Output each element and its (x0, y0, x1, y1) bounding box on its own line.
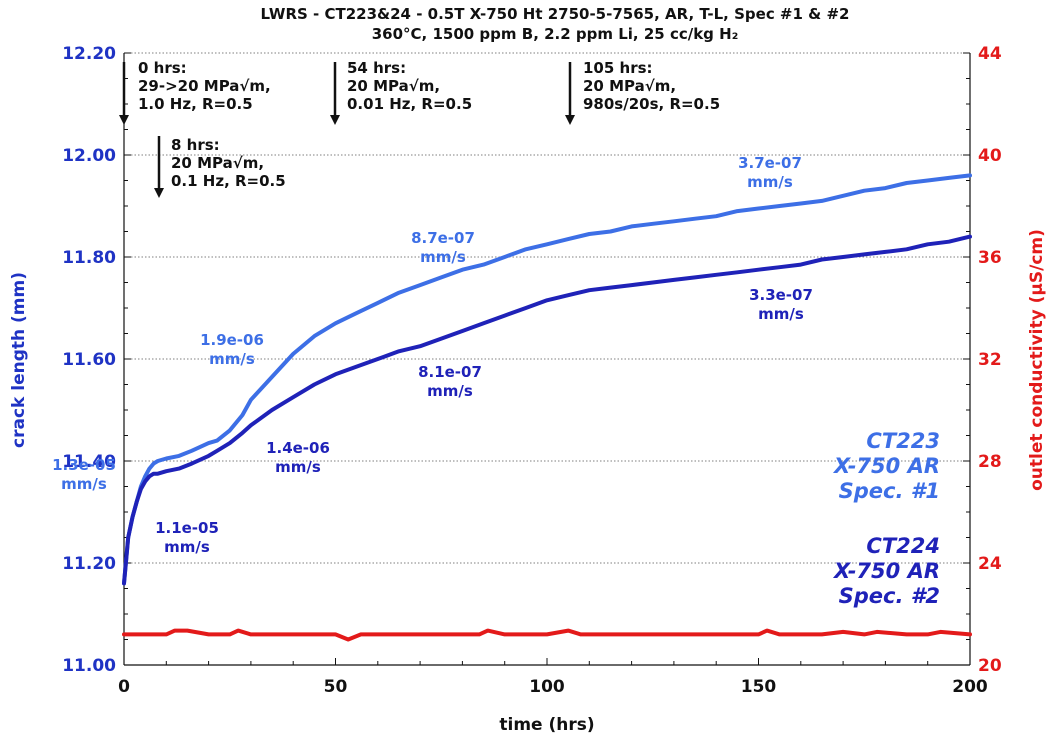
event-annotation-text: 20 MPa√m, (583, 77, 676, 95)
x-axis-title: time (hrs) (499, 715, 594, 735)
y2-tick-label: 28 (978, 452, 1002, 472)
x-tick-label: 0 (118, 677, 130, 697)
y-tick-label: 11.00 (62, 656, 116, 676)
event-annotations: 0 hrs:29->20 MPa√m,1.0 Hz, R=0.58 hrs:20… (119, 59, 720, 198)
event-annotation-text: 0.1 Hz, R=0.5 (171, 172, 286, 190)
rate-label: 8.7e-07 (411, 229, 475, 247)
x-tick-label: 100 (529, 677, 565, 697)
event-arrow-head (330, 115, 340, 125)
specimen-label: CT224 (866, 534, 940, 558)
y2-tick-label: 44 (978, 44, 1002, 64)
rate-label: mm/s (209, 350, 255, 368)
y2-tick-label: 20 (978, 656, 1002, 676)
specimen-label: X-750 AR (832, 454, 940, 478)
x-tick-label: 200 (952, 677, 988, 697)
series-line (122, 234, 972, 586)
rate-labels: 1.3e-05mm/s1.9e-06mm/s8.7e-07mm/s3.7e-07… (52, 154, 813, 556)
rate-label: mm/s (61, 475, 107, 493)
y2-tick-label: 24 (978, 554, 1002, 574)
rate-label: 1.9e-06 (200, 331, 264, 349)
rate-label: mm/s (275, 458, 321, 476)
specimen-label: Spec. #2 (839, 584, 940, 608)
event-arrow-head (565, 115, 575, 125)
event-annotation-text: 29->20 MPa√m, (138, 77, 271, 95)
event-annotation-text: 8 hrs: (171, 136, 220, 154)
specimen-label: X-750 AR (832, 559, 940, 583)
rate-label: 8.1e-07 (418, 363, 482, 381)
y2-tick-label: 36 (978, 248, 1002, 268)
y-axis-title: crack length (mm) (9, 272, 29, 448)
y2-tick-label: 40 (978, 146, 1002, 166)
x-tick-label: 50 (324, 677, 348, 697)
event-annotation-text: 1.0 Hz, R=0.5 (138, 95, 253, 113)
y2-axis-title: outlet conductivity (μS/cm) (1027, 229, 1047, 491)
chart-title: LWRS - CT223&24 - 0.5T X-750 Ht 2750-5-7… (261, 5, 850, 23)
y-tick-label: 12.00 (62, 146, 116, 166)
specimen-label: CT223 (866, 429, 940, 453)
x-tick-label: 150 (741, 677, 777, 697)
y-tick-label: 11.60 (62, 350, 116, 370)
rate-label: mm/s (747, 173, 793, 191)
rate-label: 1.1e-05 (155, 519, 219, 537)
rate-label: 3.3e-07 (749, 286, 813, 304)
specimen-label: Spec. #1 (839, 479, 940, 503)
y-tick-label: 11.40 (62, 452, 116, 472)
series-lines (122, 173, 972, 642)
event-annotation-text: 0.01 Hz, R=0.5 (347, 95, 472, 113)
event-arrow-head (154, 188, 164, 198)
event-annotation-text: 20 MPa√m, (171, 154, 264, 172)
rate-label: mm/s (420, 248, 466, 266)
y-tick-label: 11.80 (62, 248, 116, 268)
event-annotation-text: 105 hrs: (583, 59, 653, 77)
axes (123, 52, 971, 666)
y2-tick-label: 32 (978, 350, 1002, 370)
series-line (122, 173, 972, 586)
rate-label: mm/s (758, 305, 804, 323)
event-annotation-text: 20 MPa√m, (347, 77, 440, 95)
rate-label: mm/s (164, 538, 210, 556)
rate-label: 1.3e-05 (52, 456, 116, 474)
rate-label: 3.7e-07 (738, 154, 802, 172)
rate-label: 1.4e-06 (266, 439, 330, 457)
event-arrow-head (119, 115, 129, 125)
y-tick-label: 12.20 (62, 44, 116, 64)
series-line (122, 628, 972, 642)
rate-label: mm/s (427, 382, 473, 400)
event-annotation-text: 54 hrs: (347, 59, 406, 77)
tick-labels: 11.00 11.20 11.40 11.60 11.80 12.00 12.20 20 24 2… (62, 44, 1002, 697)
event-annotation-text: 980s/20s, R=0.5 (583, 95, 720, 113)
chart-subtitle: 360°C, 1500 ppm B, 2.2 ppm Li, 25 cc/kg … (372, 25, 739, 43)
y-tick-label: 11.20 (62, 554, 116, 574)
event-annotation-text: 0 hrs: (138, 59, 187, 77)
